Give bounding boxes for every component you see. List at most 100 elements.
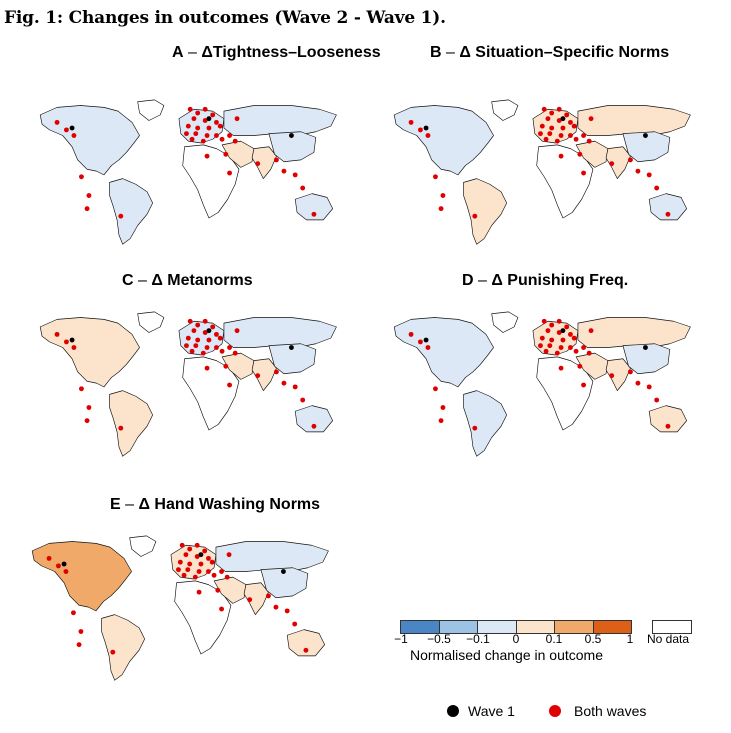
both-waves-marker [226,552,232,558]
both-waves-marker [195,110,201,116]
region-na [393,105,494,176]
both-waves-marker [200,350,206,356]
both-waves-marker [549,322,555,328]
both-waves-marker [547,131,553,137]
panel-title-c: C – Δ Metanorms [122,272,253,290]
region-au [294,193,334,221]
both-waves-marker [609,373,615,379]
both-waves-marker [433,386,438,392]
both-waves-marker [549,337,555,343]
region-cn [622,343,671,375]
both-waves-marker [564,324,570,330]
both-waves-marker [223,151,229,157]
region-af [182,144,240,219]
both-waves-marker [202,548,208,554]
both-waves-marker [210,112,216,118]
both-waves-marker [433,174,438,180]
both-waves-marker [202,330,208,335]
both-waves-marker [86,193,92,198]
both-waves-marker [581,382,586,388]
both-waves-marker [635,380,641,386]
region-eu [170,544,217,580]
panel-letter: C [122,272,134,289]
both-waves-marker [64,127,69,133]
both-waves-marker [545,116,551,122]
both-waves-marker [214,331,219,337]
wave1-marker [69,337,75,343]
scale-tick: 0.5 [584,632,602,646]
region-eu [178,108,225,144]
region-na [393,317,494,388]
both-waves-marker [219,606,224,612]
both-waves-marker [194,542,200,548]
wave1-marker [206,328,212,334]
panel-letter: D [462,272,474,289]
both-waves-marker [202,106,208,112]
both-waves-marker [196,569,202,574]
region-af [536,356,594,431]
both-waves-marker [438,418,444,424]
both-waves-marker [209,559,215,565]
region-eu [532,320,579,356]
both-waves-marker [545,328,551,334]
both-waves-marker [187,318,193,324]
both-waves-marker [281,380,287,386]
both-waves-marker [118,213,124,219]
both-waves-marker [192,574,198,580]
both-waves-marker [195,337,201,343]
scale-segment-4 [516,621,555,633]
both-waves-marker [628,157,633,163]
wave1-marker [281,569,286,574]
both-waves-marker [76,642,82,648]
both-waves-marker [573,348,579,354]
both-waves-marker [425,345,431,350]
both-waves-marker [586,350,592,356]
both-waves-marker [646,384,652,390]
region-me [221,140,255,168]
both-waves-marker [581,170,586,176]
both-waves-marker [227,382,232,388]
both-waves-marker [234,328,240,334]
both-waves-marker [84,418,90,424]
region-ru [577,317,691,348]
both-waves-marker [665,423,671,429]
both-waves-marker [177,559,183,565]
both-waves-marker [64,339,69,345]
both-waves-marker [568,119,573,125]
both-waves-marker [193,343,199,349]
both-waves-marker [556,330,562,335]
region-sa [463,178,508,245]
panel-dash: – [133,272,152,289]
both-waves-marker [202,118,208,123]
both-waves-marker [219,569,224,574]
scale-tick: −1 [394,632,408,646]
both-waves-marker [266,593,271,599]
both-waves-marker [538,131,543,137]
both-waves-marker [558,153,564,159]
both-waves-marker [232,350,238,356]
both-waves-marker [187,546,193,552]
both-waves-marker [292,172,298,178]
wave1-label: Wave 1 [468,703,515,719]
scale-tick: −0.5 [427,632,451,646]
both-waves-marker [292,621,298,627]
both-waves-marker [303,647,309,653]
both-waves-marker [79,386,84,392]
both-waves-marker [247,597,253,603]
both-waves-marker [472,425,478,431]
region-me [575,140,609,168]
both-waves-marker [71,345,77,350]
both-waves-marker [418,339,423,345]
both-waves-marker [273,604,279,610]
both-waves-marker [193,131,199,137]
both-waves-marker [568,133,573,138]
both-waves-marker [198,561,204,567]
both-waves-marker [86,405,92,410]
region-gl [129,535,157,557]
both-waves-marker [274,369,279,375]
both-waves-marker [581,133,586,138]
scale-tick: −0.1 [466,632,490,646]
wave1-marker [560,328,566,334]
wave1-marker [289,345,294,350]
both-waves-marker [554,350,560,356]
